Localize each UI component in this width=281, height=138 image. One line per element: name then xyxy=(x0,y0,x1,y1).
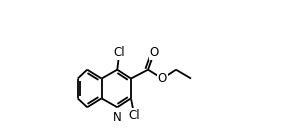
Text: Cl: Cl xyxy=(128,109,140,122)
Text: Cl: Cl xyxy=(114,46,125,59)
Text: N: N xyxy=(113,111,122,124)
Text: O: O xyxy=(158,72,167,85)
Text: O: O xyxy=(149,46,159,59)
